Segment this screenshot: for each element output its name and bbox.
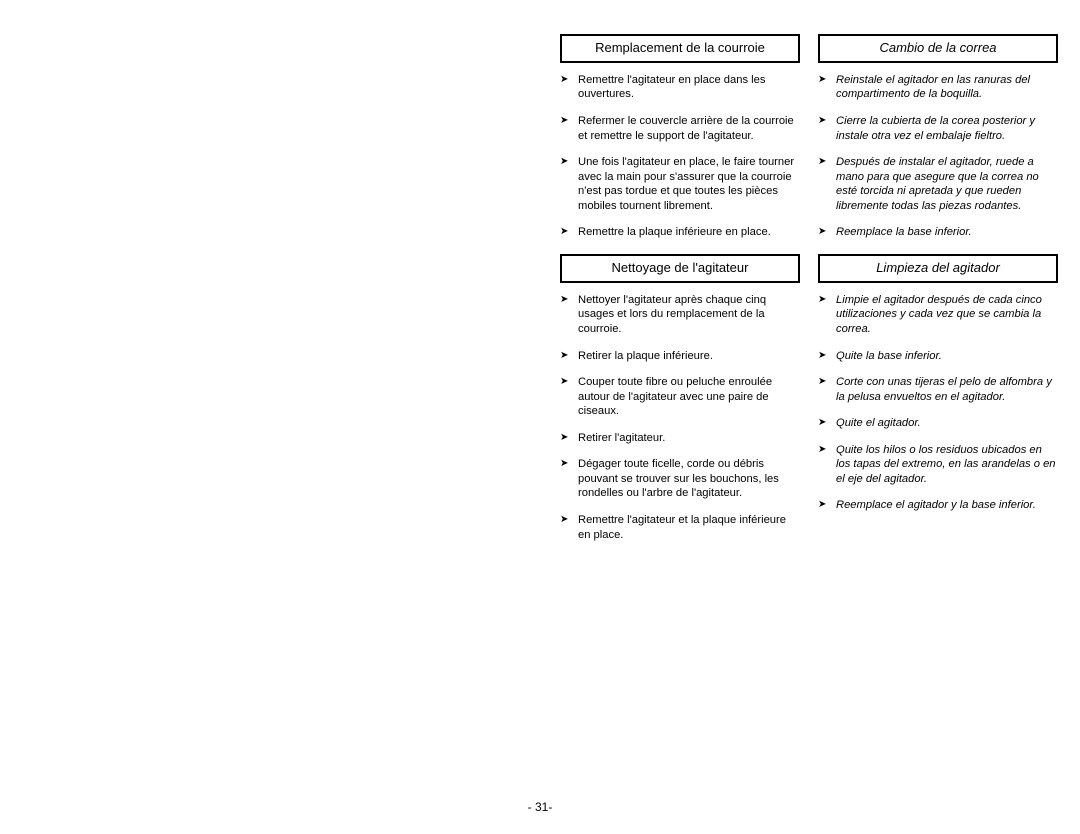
- list-belt-fr: Remettre l'agitateur en place dans les o…: [560, 73, 800, 240]
- heading-belt-fr: Remplacement de la courroie: [560, 34, 800, 63]
- list-item: Quite el agitador.: [818, 416, 1058, 431]
- list-item: Une fois l'agitateur en place, le faire …: [560, 155, 800, 213]
- list-item: Reinstale el agitador en las ranuras del…: [818, 73, 1058, 102]
- section-belt-fr: Remplacement de la courroie Remettre l'a…: [560, 34, 800, 240]
- list-item: Quite la base inferior.: [818, 349, 1058, 364]
- list-item: Refermer le couvercle arrière de la cour…: [560, 114, 800, 143]
- columns-wrapper: Remplacement de la courroie Remettre l'a…: [560, 34, 1060, 556]
- list-item: Couper toute fibre ou peluche enroulée a…: [560, 375, 800, 419]
- list-item: Quite los hilos o los residuos ubicados …: [818, 443, 1058, 487]
- heading-belt-es: Cambio de la correa: [818, 34, 1058, 63]
- section-belt-es: Cambio de la correa Reinstale el agitado…: [818, 34, 1058, 240]
- section-agitator-fr: Nettoyage de l'agitateur Nettoyer l'agit…: [560, 254, 800, 542]
- list-item: Después de instalar el agitador, ruede a…: [818, 155, 1058, 213]
- list-item: Retirer la plaque inférieure.: [560, 349, 800, 364]
- list-item: Nettoyer l'agitateur après chaque cinq u…: [560, 293, 800, 337]
- list-item: Reemplace el agitador y la base inferior…: [818, 498, 1058, 513]
- list-item: Retirer l'agitateur.: [560, 431, 800, 446]
- heading-agitator-fr: Nettoyage de l'agitateur: [560, 254, 800, 283]
- list-item: Corte con unas tijeras el pelo de alfomb…: [818, 375, 1058, 404]
- list-item: Remettre l'agitateur et la plaque inféri…: [560, 513, 800, 542]
- heading-agitator-es: Limpieza del agitador: [818, 254, 1058, 283]
- column-french: Remplacement de la courroie Remettre l'a…: [560, 34, 800, 556]
- list-item: Limpie el agitador después de cada cinco…: [818, 293, 1058, 337]
- list-agitator-es: Limpie el agitador después de cada cinco…: [818, 293, 1058, 513]
- list-belt-es: Reinstale el agitador en las ranuras del…: [818, 73, 1058, 240]
- page-number: - 31-: [0, 800, 1080, 814]
- list-item: Remettre l'agitateur en place dans les o…: [560, 73, 800, 102]
- list-item: Cierre la cubierta de la corea posterior…: [818, 114, 1058, 143]
- list-item: Remettre la plaque inférieure en place.: [560, 225, 800, 240]
- list-item: Dégager toute ficelle, corde ou débris p…: [560, 457, 800, 501]
- page-content: Remplacement de la courroie Remettre l'a…: [560, 34, 1060, 556]
- list-agitator-fr: Nettoyer l'agitateur après chaque cinq u…: [560, 293, 800, 542]
- column-spanish: Cambio de la correa Reinstale el agitado…: [818, 34, 1058, 556]
- list-item: Reemplace la base inferior.: [818, 225, 1058, 240]
- section-agitator-es: Limpieza del agitador Limpie el agitador…: [818, 254, 1058, 513]
